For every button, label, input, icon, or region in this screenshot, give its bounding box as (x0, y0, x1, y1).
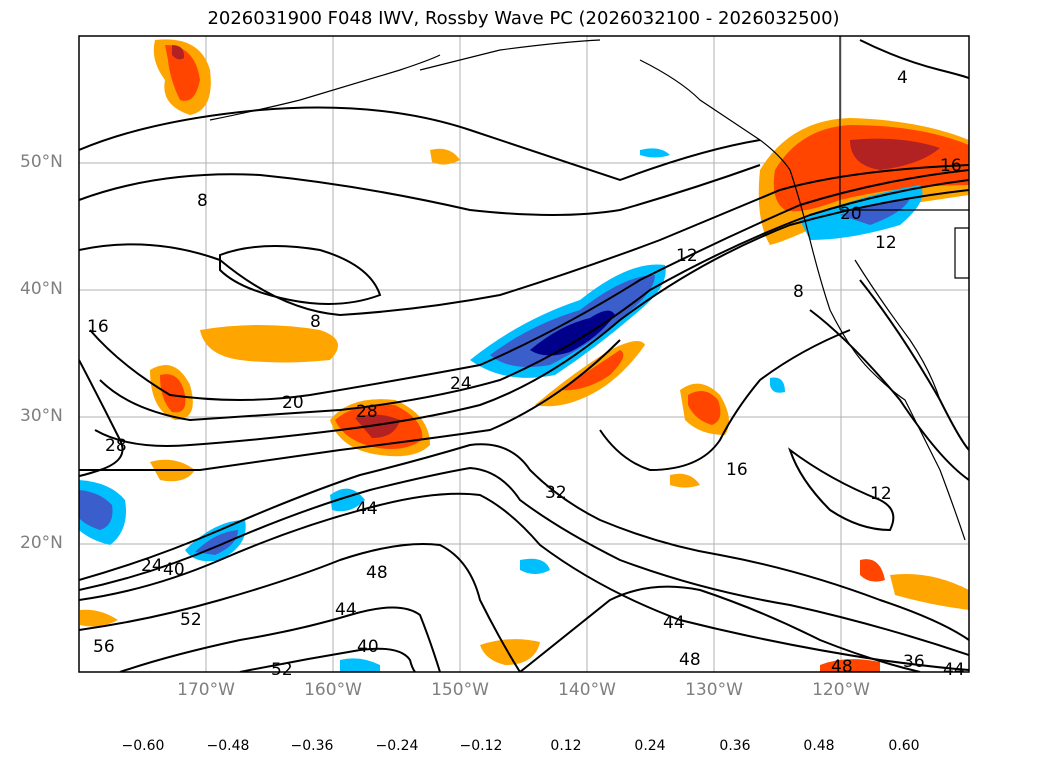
contour-label: 44 (335, 600, 357, 620)
contour-label: 56 (93, 637, 115, 657)
lon-label-140w: 140°W (558, 680, 616, 700)
contour-label: 8 (793, 282, 804, 302)
contour-label: 16 (726, 460, 748, 480)
contour-label: 36 (903, 652, 925, 672)
colorbar-tick: −0.24 (375, 738, 419, 754)
contour-label: 24 (141, 556, 163, 576)
lon-label-120w: 120°W (812, 680, 870, 700)
colorbar-tick: 0.48 (803, 738, 835, 754)
contour-label: 44 (943, 660, 965, 680)
contour-label: 32 (545, 483, 567, 503)
map-title: 2026031900 F048 IWV, Rossby Wave PC (202… (207, 8, 840, 29)
lat-label-50n: 50°N (20, 152, 63, 172)
shading-negative (79, 148, 923, 672)
contour-label: 24 (450, 374, 472, 394)
lat-label-40n: 40°N (20, 279, 63, 299)
colorbar-tick: 0.36 (719, 738, 751, 754)
lat-label-30n: 30°N (20, 406, 63, 426)
contour-label: 12 (870, 484, 892, 504)
contour-label: 40 (357, 637, 379, 657)
contour-label: 20 (282, 393, 304, 413)
colorbar-tick: 0.12 (550, 738, 582, 754)
lon-label-170w: 170°W (177, 680, 235, 700)
lat-label-20n: 20°N (20, 533, 63, 553)
contours (79, 39, 969, 672)
colorbar-tick: −0.60 (121, 738, 165, 754)
contour-label: 12 (875, 233, 897, 253)
coastlines (209, 36, 969, 541)
colorbar-tick: −0.36 (290, 738, 334, 754)
contour-label: 20 (840, 204, 862, 224)
contour-label: 8 (310, 312, 321, 332)
lon-label-160w: 160°W (304, 680, 362, 700)
contour-label: 28 (356, 402, 378, 422)
map-frame (78, 35, 970, 673)
contour-label: 16 (940, 156, 962, 176)
contour-label: 8 (197, 191, 208, 211)
contour-label: 44 (663, 613, 685, 633)
contour-label: 16 (87, 317, 109, 337)
contour-label: 48 (831, 657, 853, 677)
contour-label: 40 (163, 560, 185, 580)
contour-label: 4 (897, 68, 908, 88)
colorbar-tick: 0.60 (888, 738, 920, 754)
contour-label: 48 (366, 563, 388, 583)
contour-label: 52 (271, 660, 293, 680)
colorbar-tick: 0.24 (634, 738, 666, 754)
colorbar-tick: −0.48 (206, 738, 250, 754)
contour-label: 48 (679, 650, 701, 670)
contour-label: 52 (180, 610, 202, 630)
lon-label-130w: 130°W (685, 680, 743, 700)
contour-label: 44 (356, 499, 378, 519)
map-canvas (78, 35, 970, 673)
contour-label: 12 (676, 246, 698, 266)
lon-label-150w: 150°W (431, 680, 489, 700)
contour-label: 28 (105, 436, 127, 456)
colorbar-tick: −0.12 (459, 738, 503, 754)
